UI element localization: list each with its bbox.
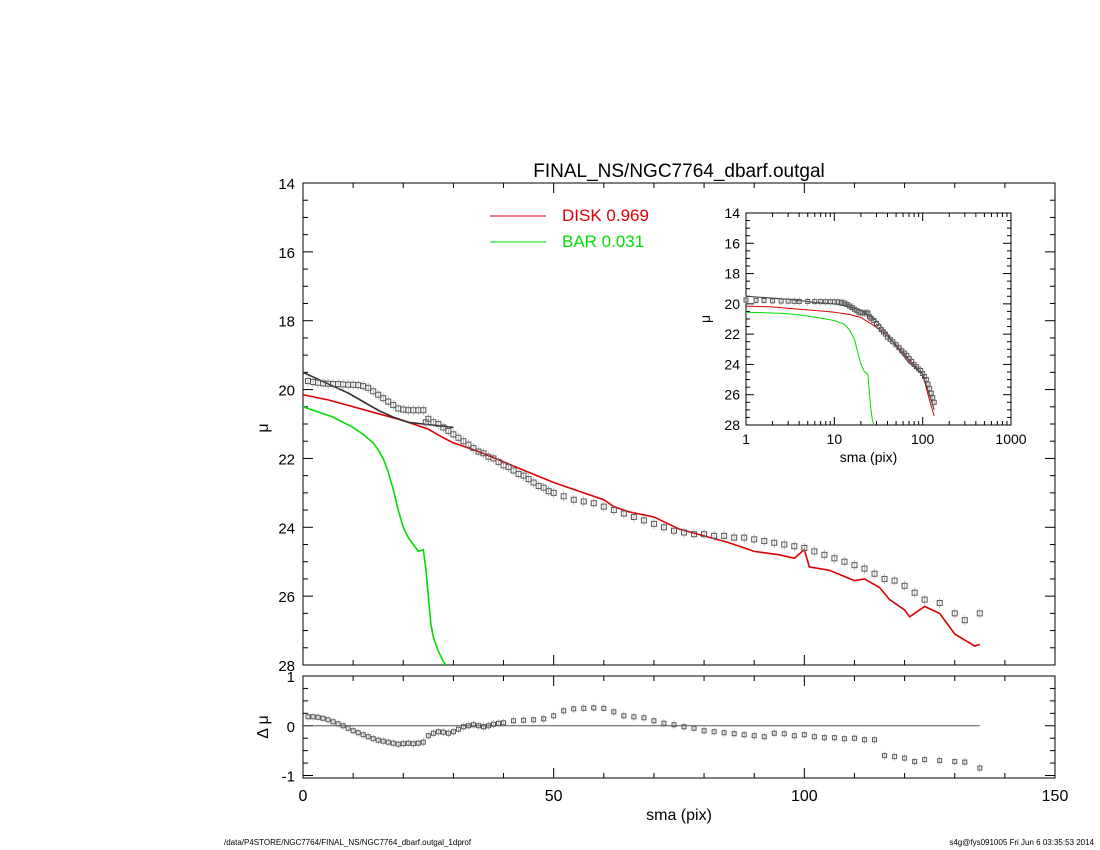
y-tick-label: 14 — [278, 176, 295, 193]
legend-label: DISK 0.969 — [562, 206, 649, 225]
legend-label: BAR 0.031 — [562, 232, 644, 251]
inset-x-tick-label: 1000 — [995, 431, 1026, 447]
footer-file-path: /data/P4STORE/NGC7764/FINAL_NS/NGC7764_d… — [224, 838, 472, 847]
y-tick-label: 28 — [278, 658, 295, 675]
y-tick-label: 0 — [287, 719, 295, 736]
inset-x-tick-label: 10 — [827, 431, 843, 447]
chart-title: FINAL_NS/NGC7764_dbarf.outgal — [533, 161, 825, 182]
inset-y-tick-label: 24 — [724, 356, 740, 372]
x-tick-label: 50 — [545, 788, 563, 805]
x-tick-label: 100 — [791, 788, 818, 805]
inset-x-axis-label: sma (pix) — [840, 449, 898, 465]
inset-y-tick-label: 26 — [724, 387, 740, 403]
footer-timestamp: s4g@fys091005 Fri Jun 6 03:35:53 2014 — [949, 838, 1094, 847]
inset-y-tick-label: 18 — [724, 266, 740, 282]
main-series-1-line — [302, 406, 447, 666]
inset-y-axis-label: μ — [697, 315, 713, 323]
inset-x-tick-label: 100 — [911, 431, 935, 447]
inset-frame — [745, 212, 1012, 426]
residual-frame — [302, 675, 1056, 779]
inset-series-1-line — [745, 311, 875, 426]
main-plot: 14 16 18 20 22 24 26 28 μ DISK 0.969 BAR 0.031 — [255, 176, 1056, 675]
y-tick-label: 18 — [278, 314, 295, 331]
y-tick-label: 24 — [278, 520, 295, 537]
x-tick-label: 0 — [299, 788, 308, 805]
y-axis-label: μ — [255, 423, 272, 432]
y-axis-label: Δ μ — [255, 715, 272, 738]
x-tick-label: 150 — [1042, 788, 1069, 805]
inset-y-tick-label: 28 — [724, 417, 740, 433]
y-tick-label: 20 — [278, 383, 295, 400]
inset-y-tick-label: 20 — [724, 296, 740, 312]
y-tick-label: -1 — [282, 769, 295, 786]
inset-plot: 14 16 18 20 22 24 26 281 10 100 1000 sma (pix) μ — [697, 205, 1027, 465]
x-axis-label: sma (pix) — [646, 807, 712, 824]
inset-y-tick-label: 14 — [724, 205, 740, 221]
inset-y-tick-label: 22 — [724, 326, 740, 342]
y-tick-label: 1 — [287, 669, 295, 686]
inset-y-tick-label: 16 — [724, 235, 740, 251]
y-tick-label: 22 — [278, 451, 295, 468]
inset-x-tick-label: 1 — [742, 431, 750, 447]
y-tick-label: 26 — [278, 589, 295, 606]
y-tick-label: 16 — [278, 245, 295, 262]
